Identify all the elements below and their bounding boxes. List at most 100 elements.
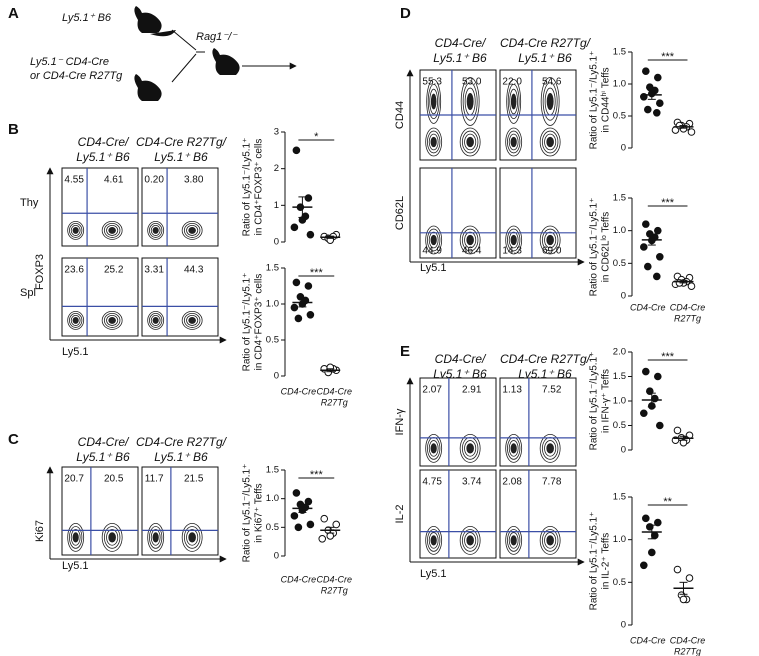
column-header: CD4-Cre/ <box>435 36 487 50</box>
contour <box>188 226 196 234</box>
y-axis-label: Ratio of Ly5.1⁻/Ly5.1⁺ <box>589 512 600 611</box>
y-tick-label: 0 <box>621 620 626 631</box>
data-point <box>656 252 664 261</box>
contour <box>505 526 523 555</box>
contour <box>103 526 121 549</box>
y-tick-label: 1.5 <box>613 193 626 204</box>
column-header: CD4-Cre R27Tg/ <box>500 352 592 366</box>
data-point <box>290 223 299 232</box>
contour <box>508 133 519 151</box>
quadrant-value: 69.0 <box>542 246 562 257</box>
y-tick-label: 0 <box>621 445 626 456</box>
contour <box>430 443 437 454</box>
contour <box>186 314 199 326</box>
y-tick-label: 1.0 <box>613 225 626 236</box>
row-label: Thy <box>20 197 39 209</box>
contour <box>430 234 437 246</box>
data-point <box>653 272 661 281</box>
contour <box>72 226 79 234</box>
quadrant-value: 21.5 <box>184 474 204 485</box>
contour <box>541 529 559 552</box>
quadrant-value: 25.2 <box>104 265 124 276</box>
data-point <box>304 282 313 290</box>
contour <box>546 136 554 148</box>
contour <box>147 523 165 552</box>
contour <box>539 433 561 463</box>
contour <box>505 225 523 255</box>
data-point <box>294 523 303 532</box>
quadrant-value: 3.74 <box>462 477 482 488</box>
x-axis-label: Ly5.1 <box>420 568 447 580</box>
contour <box>72 316 79 324</box>
contour <box>544 231 557 249</box>
data-point <box>679 595 688 604</box>
data-point <box>642 367 650 376</box>
contour <box>181 220 203 240</box>
contour <box>510 535 517 546</box>
quadrant-value: 46.4 <box>462 246 482 257</box>
data-point <box>640 243 648 251</box>
data-point <box>290 303 299 312</box>
contour <box>430 136 437 148</box>
x-tick-label: R27Tg <box>321 585 348 595</box>
y-tick-label: 0.5 <box>613 258 626 269</box>
y-tick-label: 0.5 <box>613 577 626 588</box>
contour <box>466 92 474 111</box>
quadrant-value: 54.6 <box>542 77 562 88</box>
contour <box>508 532 519 549</box>
contour <box>149 526 163 549</box>
donor-label: Ly5.1⁺ B6 <box>62 12 112 24</box>
y-tick-label: 1.5 <box>613 492 626 503</box>
y-tick-label: 2 <box>274 163 279 174</box>
data-point <box>326 532 335 540</box>
contour <box>108 532 116 543</box>
y-axis-label: in Ki67⁺ Teffs <box>254 483 265 542</box>
contour <box>460 77 480 126</box>
contour <box>430 93 437 110</box>
data-point <box>640 561 648 570</box>
contour <box>183 222 201 238</box>
contour <box>540 77 560 126</box>
data-point <box>644 105 652 114</box>
y-axis-label: IL-2 <box>394 505 406 524</box>
quadrant-value: 4.55 <box>64 175 84 186</box>
y-axis-label: in CD62Lˡᵒ Teffs <box>601 212 612 283</box>
y-axis-label: Ratio of Ly5.1⁻/Ly5.1⁺ <box>589 51 600 150</box>
contour <box>150 314 161 326</box>
y-axis-label: CD62L <box>394 196 406 230</box>
contour <box>430 535 437 546</box>
contour <box>508 231 519 249</box>
y-tick-label: 1 <box>274 200 279 211</box>
contour <box>106 224 119 236</box>
contour <box>428 440 439 457</box>
y-tick-label: 1.5 <box>266 263 279 274</box>
contour <box>103 222 121 238</box>
y-tick-label: 0 <box>274 371 279 382</box>
contour <box>544 440 557 457</box>
x-axis-label: Ly5.1 <box>420 262 447 274</box>
contour <box>466 136 474 148</box>
y-tick-label: 3 <box>274 127 279 138</box>
contour <box>459 526 481 555</box>
x-tick-label: CD4-Cre <box>670 302 706 312</box>
contour <box>69 312 83 328</box>
y-axis-label: in IFN-γ⁺ Teffs <box>601 369 612 433</box>
data-point <box>292 146 301 155</box>
data-point <box>644 262 652 271</box>
quadrant-value: 53.0 <box>462 77 482 88</box>
x-axis-label: Ly5.1 <box>62 560 89 572</box>
contour <box>541 228 559 252</box>
host-label: Rag1⁻/⁻ <box>196 31 238 43</box>
quadrant-value: 44.3 <box>184 265 204 276</box>
y-tick-label: 1.0 <box>613 534 626 545</box>
y-axis-label: Ki67 <box>34 520 46 542</box>
contour <box>427 130 441 154</box>
data-point <box>294 314 303 323</box>
contour <box>539 526 561 555</box>
contour <box>539 127 561 157</box>
y-axis-label: Ratio of Ly5.1⁻/Ly5.1⁺ <box>242 273 253 372</box>
contour <box>181 523 203 552</box>
